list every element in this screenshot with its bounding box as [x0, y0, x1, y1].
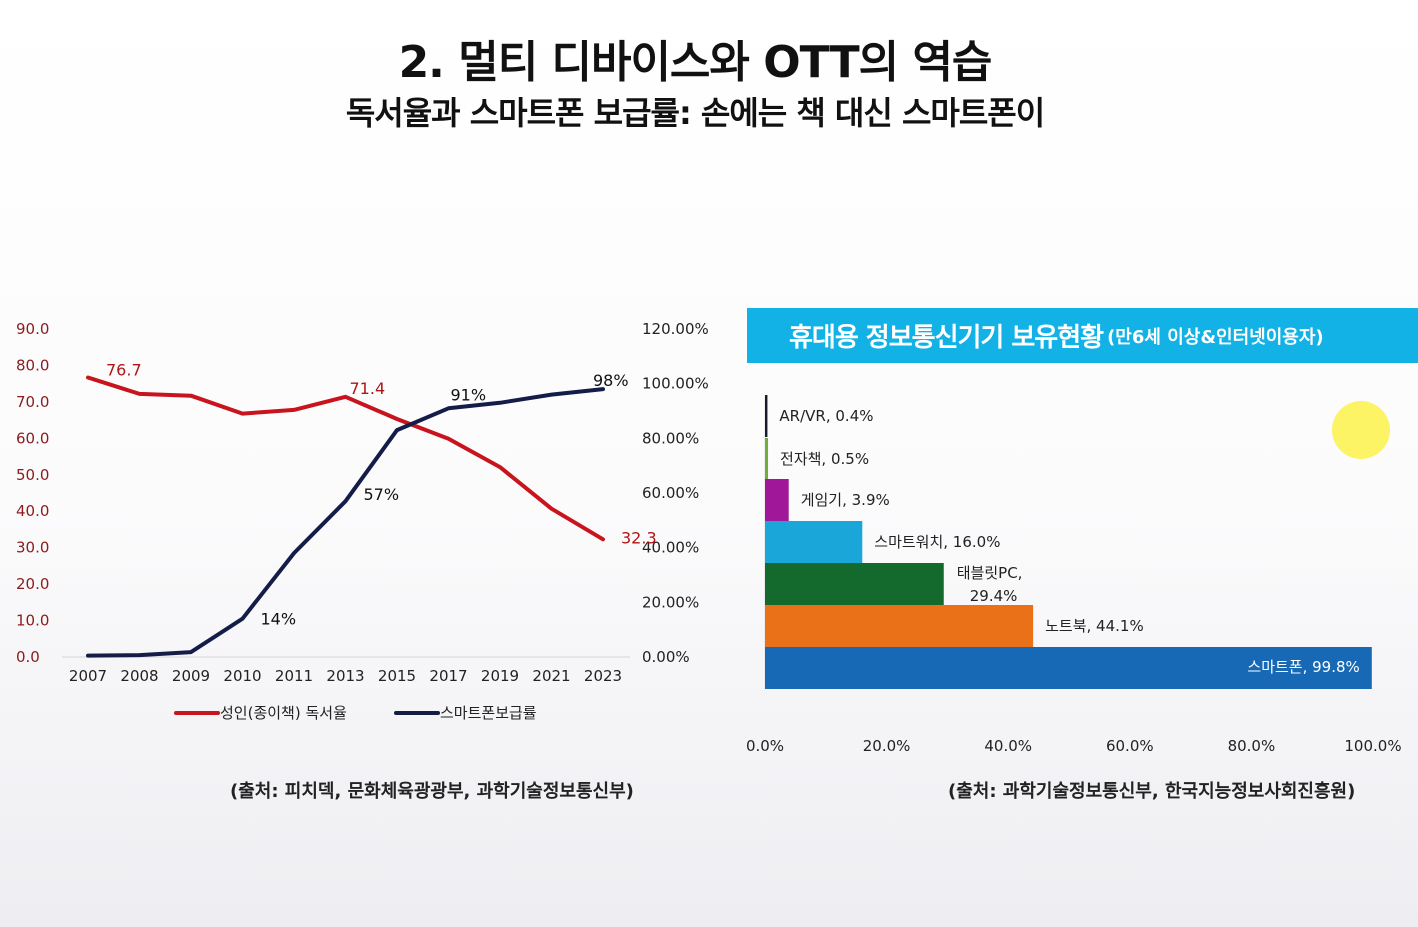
left-axis-tick: 90.0	[16, 320, 49, 338]
data-label: 76.7	[106, 360, 142, 379]
legend-label: 성인(종이책) 독서율	[220, 704, 347, 722]
right-axis-tick: 100.00%	[642, 375, 709, 393]
right-chart-title: 휴대용 정보통신기기 보유현황	[789, 323, 1104, 353]
left-axis-tick: 70.0	[16, 393, 49, 411]
data-label: 98%	[593, 371, 629, 390]
x-axis-tick: 60.0%	[1106, 737, 1154, 755]
series-line-reading-rate	[86, 375, 605, 542]
bar-label: AR/VR, 0.4%	[779, 407, 873, 425]
right-chart-subtitle: (만6세 이상&인터넷이용자)	[1107, 326, 1324, 348]
bar-label: 전자책, 0.5%	[780, 450, 869, 468]
source-note-right: (출처: 과학기술정보통신부, 한국지능정보사회진흥원)	[948, 781, 1356, 802]
left-axis-tick: 50.0	[16, 466, 49, 484]
bar	[765, 395, 768, 437]
x-axis-tick: 2023	[584, 667, 622, 685]
bar-label: 스마트워치, 16.0%	[874, 533, 1000, 551]
left-axis-tick: 60.0	[16, 429, 49, 447]
bar	[765, 438, 769, 479]
left-axis-tick: 10.0	[16, 612, 49, 630]
bar	[765, 479, 789, 521]
right-axis-tick: 60.00%	[642, 484, 699, 502]
x-axis-tick: 2019	[481, 667, 519, 685]
legend-label: 스마트폰보급률	[440, 704, 537, 722]
x-axis-tick: 100.0%	[1344, 737, 1401, 755]
slide-title: 2. 멀티 디바이스와 OTT의 역습	[398, 37, 993, 88]
x-axis-tick: 2010	[223, 667, 261, 685]
left-axis-tick: 20.0	[16, 575, 49, 593]
bar	[765, 647, 1372, 689]
bar-label: 스마트폰, 99.8%	[1247, 658, 1359, 676]
x-axis-tick: 0.0%	[746, 737, 784, 755]
right-axis-tick: 0.00%	[642, 648, 690, 666]
x-axis-tick: 2015	[378, 667, 416, 685]
series-line-smartphone-rate	[86, 387, 605, 658]
x-axis-tick: 2017	[429, 667, 467, 685]
bar	[765, 605, 1034, 647]
right-axis-tick: 120.00%	[642, 320, 709, 338]
slide-subtitle: 독서율과 스마트폰 보급률: 손에는 책 대신 스마트폰이	[345, 94, 1045, 132]
right-axis-tick: 40.00%	[642, 539, 699, 557]
x-axis-tick: 2013	[326, 667, 364, 685]
left-axis-tick: 40.0	[16, 502, 49, 520]
right-axis-tick: 20.00%	[642, 593, 699, 611]
x-axis-tick: 40.0%	[984, 737, 1032, 755]
bar	[765, 563, 944, 605]
highlight-dot	[1332, 401, 1390, 459]
x-axis-tick: 2008	[120, 667, 158, 685]
data-label: 91%	[451, 385, 487, 404]
bar-label: 노트북, 44.1%	[1045, 617, 1144, 635]
data-label: 57%	[364, 485, 400, 504]
x-axis-tick: 2011	[275, 667, 313, 685]
left-axis-tick: 30.0	[16, 539, 49, 557]
data-label: 32.3	[621, 528, 657, 547]
right-chart-title-banner: 휴대용 정보통신기기 보유현황 (만6세 이상&인터넷이용자)	[747, 308, 1418, 363]
bar	[765, 521, 863, 563]
x-axis-tick: 80.0%	[1228, 737, 1276, 755]
left-axis-tick: 80.0	[16, 356, 49, 374]
x-axis-tick: 2009	[172, 667, 210, 685]
bar-label: 게임기, 3.9%	[801, 491, 890, 509]
data-label: 71.4	[350, 379, 386, 398]
x-axis-tick: 2007	[69, 667, 107, 685]
x-axis-tick: 2021	[532, 667, 570, 685]
left-axis-tick: 0.0	[16, 648, 40, 666]
bar-label: 29.4%	[970, 587, 1018, 605]
source-note-left: (출처: 피치덱, 문화체육광광부, 과학기술정보통신부)	[230, 781, 634, 802]
right-axis-tick: 80.00%	[642, 429, 699, 447]
x-axis-tick: 20.0%	[863, 737, 911, 755]
bar-label: 태블릿PC,	[957, 564, 1023, 582]
data-label: 14%	[261, 610, 297, 629]
